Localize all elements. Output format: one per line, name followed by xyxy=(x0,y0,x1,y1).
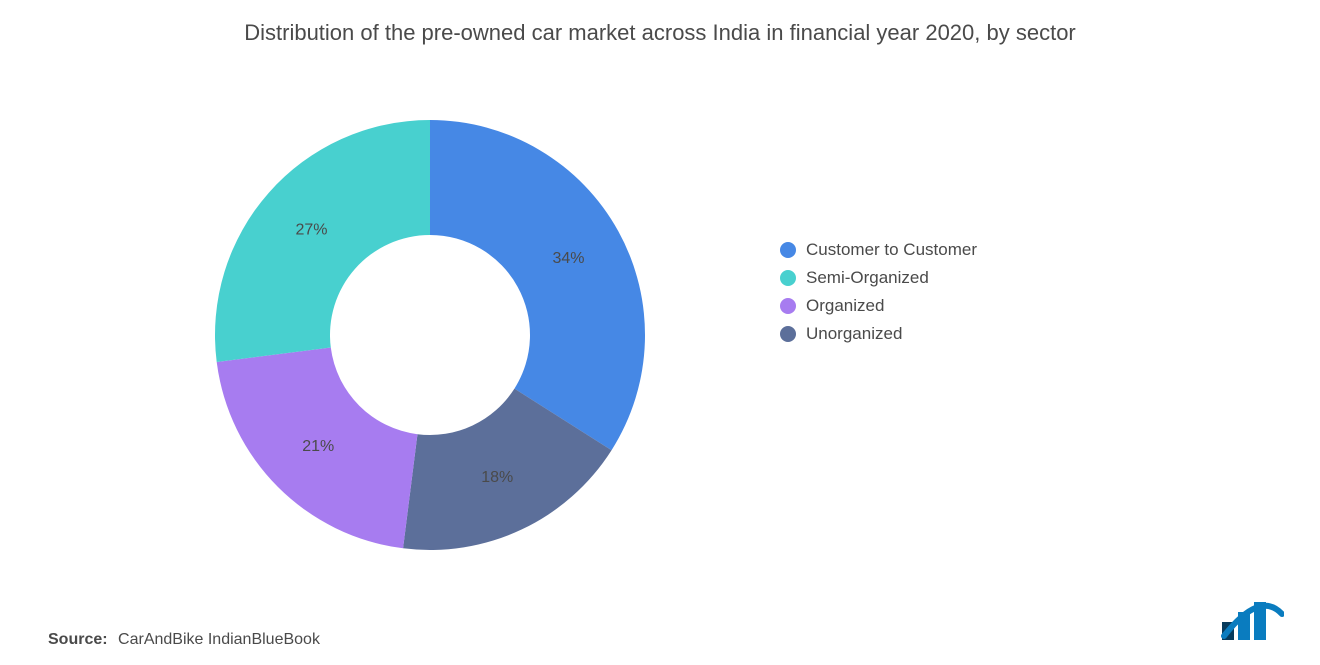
legend-label: Customer to Customer xyxy=(806,240,977,260)
source-line: Source: CarAndBike IndianBlueBook xyxy=(48,631,320,649)
legend-swatch xyxy=(780,270,796,286)
legend-swatch xyxy=(780,242,796,258)
legend-swatch xyxy=(780,326,796,342)
donut-slice xyxy=(430,120,645,450)
legend-label: Unorganized xyxy=(806,324,902,344)
slice-label: 27% xyxy=(295,222,327,239)
donut-chart: 34% 18% 21% 27% xyxy=(150,100,710,560)
legend-label: Organized xyxy=(806,296,884,316)
donut-slice xyxy=(215,120,430,362)
chart-title: Distribution of the pre-owned car market… xyxy=(0,18,1320,48)
source-text: CarAndBike IndianBlueBook xyxy=(118,631,320,648)
legend: Customer to Customer Semi-Organized Organi… xyxy=(780,240,977,352)
slice-label: 21% xyxy=(302,438,334,455)
legend-swatch xyxy=(780,298,796,314)
slice-label: 34% xyxy=(552,250,584,267)
legend-item: Organized xyxy=(780,296,977,316)
legend-item: Customer to Customer xyxy=(780,240,977,260)
slice-label: 18% xyxy=(481,469,513,486)
legend-label: Semi-Organized xyxy=(806,268,929,288)
brand-logo xyxy=(1220,596,1284,647)
legend-item: Unorganized xyxy=(780,324,977,344)
legend-item: Semi-Organized xyxy=(780,268,977,288)
source-label: Source: xyxy=(48,631,108,648)
